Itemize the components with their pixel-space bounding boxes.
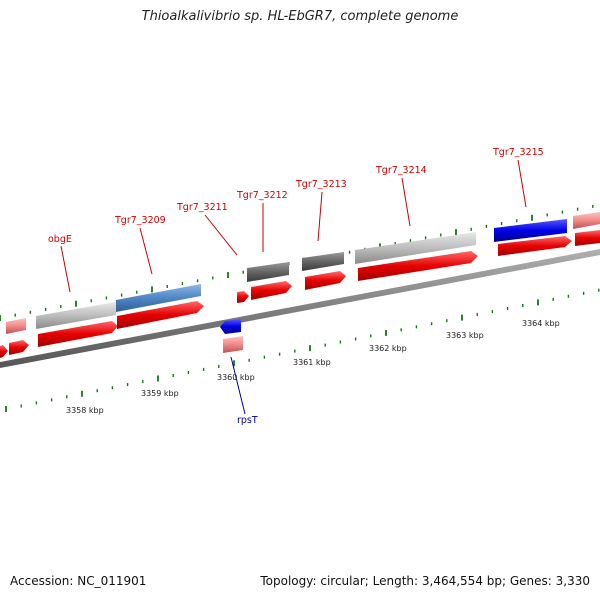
cds-bar-rpsT-pink [223,336,243,353]
gene-bar-tgr7-3212-darkgray [247,262,289,282]
gene-bar-tgr7-3213-darkgray [302,252,344,271]
tick-row-inner [5,288,600,412]
cds-arrow-left-b [9,340,29,355]
gene-bar-rpsT-blue [220,319,241,334]
leader-tgr7-3211 [204,214,238,256]
leader-rpsT [230,356,246,415]
cds-arrow-tgr7-3214 [358,251,478,281]
label-leaders [60,159,527,415]
leader-tgr7-3214 [401,177,411,227]
gene-bar-right-pink [573,212,600,229]
reverse-track [220,319,243,353]
cds-arrow-obgE [38,321,118,347]
kbp-label-3363: 3363 kbp [446,331,484,340]
gene-label-tgr7-3215: Tgr7_3215 [492,147,544,158]
gene-labels: obgE Tgr7_3209 Tgr7_3211 Tgr7_3212 Tgr7_… [48,147,544,426]
kbp-label-3358: 3358 kbp [66,406,104,415]
cds-arrow-tgr7-3213 [305,271,346,290]
cds-arrow-tgr7-3211 [237,291,249,303]
gene-label-tgr7-3214: Tgr7_3214 [375,165,427,176]
gene-label-rpsT: rpsT [237,415,258,426]
cds-arrow-tgr7-3209 [117,301,204,329]
gene-label-tgr7-3213: Tgr7_3213 [295,179,347,190]
cds-arrow-left-a [0,345,8,358]
gene-bar-left-pink [6,318,26,334]
leader-obgE [60,245,71,293]
cds-track [0,230,600,358]
cds-arrow-right [575,230,600,246]
gene-track [6,212,600,334]
leader-tgr7-3209 [139,227,153,275]
kbp-label-3359: 3359 kbp [141,389,179,398]
genome-backbone [0,249,600,368]
kbp-label-3362: 3362 kbp [369,344,407,353]
gene-bar-obgE-gray [36,302,116,329]
map-title: Thioalkalivibrio sp. HL-EbGR7, complete … [141,9,459,24]
gene-bar-tgr7-3215-blue [494,219,567,242]
cds-arrow-tgr7-3215 [498,236,572,256]
accession-label: Accession: NC_011901 [10,574,147,588]
gene-label-tgr7-3212: Tgr7_3212 [236,190,288,201]
genome-summary: Topology: circular; Length: 3,464,554 bp… [260,574,590,588]
kbp-label-3360: 3360 kbp [217,373,255,382]
gene-bar-tgr7-3214-gray [355,232,476,264]
tick-row-outer [0,204,594,321]
leader-tgr7-3213 [317,191,323,242]
kbp-labels: 3358 kbp 3359 kbp 3360 kbp 3361 kbp 3362… [66,319,560,415]
kbp-label-3364: 3364 kbp [522,319,560,328]
gene-label-tgr7-3209: Tgr7_3209 [114,215,166,226]
cds-arrow-tgr7-3212 [251,281,292,300]
gene-label-tgr7-3211: Tgr7_3211 [176,202,228,213]
gene-bar-tgr7-3209-steelblue [116,284,201,312]
leader-tgr7-3215 [517,159,527,208]
kbp-label-3361: 3361 kbp [293,358,331,367]
gene-label-obgE: obgE [48,234,72,245]
